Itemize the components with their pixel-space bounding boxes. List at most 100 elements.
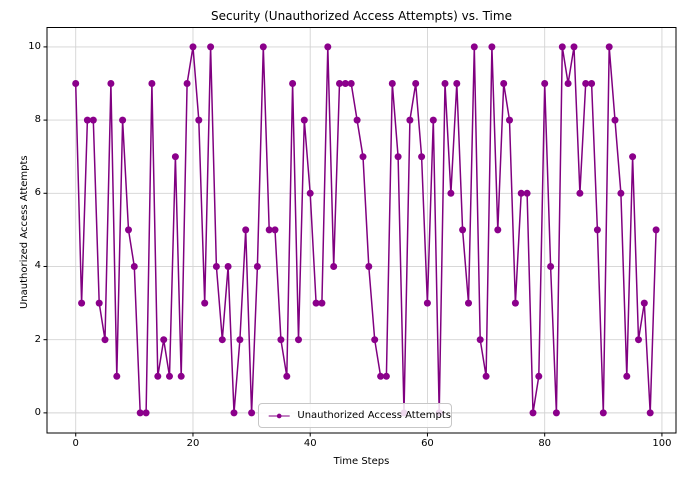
data-point (406, 116, 414, 124)
data-point (336, 80, 343, 87)
data-point (283, 372, 291, 380)
data-point (295, 336, 302, 344)
data-point (212, 263, 220, 270)
data-point (365, 263, 373, 270)
x-tick-label: 100 (652, 438, 672, 449)
data-point (470, 43, 478, 51)
data-point (166, 372, 173, 380)
data-point (230, 409, 238, 417)
data-point (558, 43, 566, 51)
data-point (183, 80, 191, 87)
data-point (476, 336, 484, 344)
data-point (576, 189, 584, 197)
data-point (242, 226, 250, 234)
data-point (148, 80, 156, 87)
y-tick-label: 2 (34, 333, 41, 345)
legend: Unauthorized Access Attempts (258, 403, 452, 428)
data-point (482, 372, 490, 380)
data-point (617, 189, 625, 197)
data-point (300, 116, 308, 124)
y-axis-label: Unauthorized Access Attempts (19, 155, 30, 309)
data-point (312, 299, 320, 307)
data-point (177, 372, 185, 380)
data-point (429, 116, 437, 124)
data-point (353, 116, 361, 124)
axes-spines (46, 27, 677, 434)
x-tick-label: 60 (421, 438, 434, 449)
data-point (171, 153, 179, 161)
x-axis-label: Time Steps (333, 456, 390, 467)
data-point (207, 43, 215, 51)
data-point (441, 80, 449, 87)
data-point (535, 372, 543, 380)
data-point (189, 43, 197, 51)
data-line (74, 46, 657, 414)
data-point (582, 80, 590, 87)
data-point (248, 409, 256, 417)
x-tick-label: 40 (303, 438, 317, 449)
data-point (142, 409, 150, 417)
data-point (253, 263, 261, 270)
data-point (224, 263, 232, 270)
data-point (318, 299, 326, 307)
data-point (271, 226, 279, 234)
data-point (89, 116, 97, 124)
data-point (652, 226, 660, 234)
x-tick-label: 80 (538, 438, 552, 449)
chart-title: Security (Unauthorized Access Attempts) … (211, 9, 512, 23)
data-point (125, 226, 132, 234)
y-tick-label: 6 (34, 187, 41, 199)
data-point (136, 409, 144, 417)
data-point (412, 80, 420, 87)
data-point (119, 116, 127, 124)
y-tick-label: 10 (28, 40, 41, 52)
data-point (324, 43, 332, 51)
data-point (547, 263, 555, 270)
data-point (635, 336, 642, 344)
data-point (570, 43, 578, 51)
data-point (588, 80, 596, 87)
data-point (265, 226, 273, 234)
data-point (564, 80, 572, 87)
data-point (552, 409, 560, 417)
data-point (130, 263, 138, 270)
legend-line-marker-sample (268, 413, 290, 418)
data-point (95, 299, 103, 307)
data-point (623, 372, 631, 380)
data-point (359, 153, 367, 161)
data-point (511, 299, 519, 307)
data-point (154, 372, 162, 380)
data-point (418, 153, 426, 161)
data-point (494, 226, 502, 234)
data-point (517, 189, 525, 197)
data-point (160, 336, 168, 344)
data-point (72, 80, 80, 87)
data-point (83, 116, 91, 124)
data-point (394, 153, 402, 161)
data-point (195, 116, 203, 124)
data-point (447, 189, 455, 197)
data-point (523, 189, 531, 197)
data-point (529, 409, 537, 417)
data-point (459, 226, 467, 234)
data-point (218, 336, 226, 344)
legend-label: Unauthorized Access Attempts (297, 410, 451, 421)
x-tick-label: 20 (186, 438, 200, 449)
data-point (488, 43, 496, 51)
data-point (113, 372, 121, 380)
data-point (201, 299, 209, 307)
data-point (277, 336, 285, 344)
data-point (236, 336, 244, 344)
data-point (640, 299, 648, 307)
data-point (500, 80, 508, 87)
data-point (347, 80, 355, 87)
data-point (289, 80, 297, 87)
data-point (259, 43, 267, 51)
data-point (423, 299, 431, 307)
data-point (611, 116, 619, 124)
data-point (605, 43, 613, 51)
data-point (599, 409, 607, 417)
data-point (465, 299, 472, 307)
